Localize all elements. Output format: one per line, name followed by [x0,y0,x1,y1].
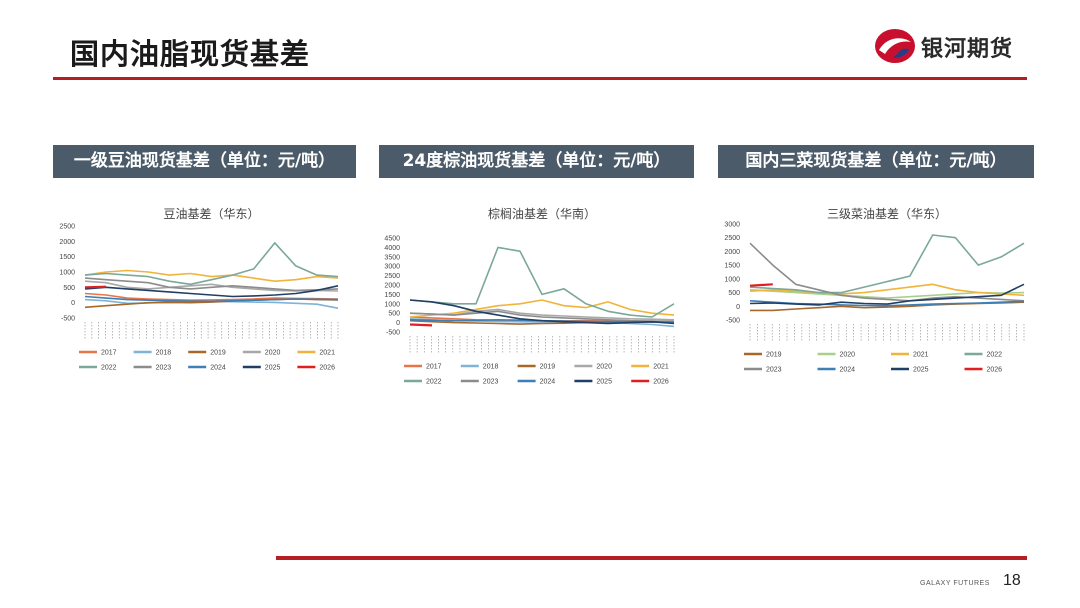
series-line-2021 [409,299,675,318]
legend-label: 2024 [840,367,856,374]
series-line-2021 [84,269,339,282]
series-line-2023 [409,310,675,323]
legend-label: 2024 [210,365,226,372]
page-number: 18 [1003,572,1021,589]
legend-label: 2018 [483,364,499,371]
chart-palm-oil-basis: 棕榈油基差（华南） -500 0 500 1000 1500 2000 2500 3000 350… [380,200,680,400]
chart-title: 豆油基差（华东） [163,207,259,221]
y-tick-label: 0 [736,304,740,311]
series-line-2026 [749,283,773,287]
legend-label: 2023 [156,365,172,372]
chart-svg: 豆油基差（华东） -500 0 500 1000 1500 2000 2500 2017 2018… [59,207,339,372]
legend-label: 2020 [265,350,281,357]
y-tick-label: 4000 [384,245,400,252]
legend-label: 2019 [540,364,556,371]
panel-header-soybean-oil: 一级豆油现货基差（单位：元/吨） [53,145,356,178]
footer-rule [276,556,1027,560]
legend-label: 2020 [596,364,612,371]
y-tick-label: -500 [726,318,740,325]
legend-label: 2021 [319,350,335,357]
galaxy-logo-icon [875,29,915,63]
series-line-2025 [409,299,675,325]
legend-label: 2017 [101,350,117,357]
legend-label: 2019 [766,352,782,359]
legend-label: 2025 [265,365,281,372]
y-tick-label: 1000 [384,301,400,308]
y-tick-label: 1000 [59,270,75,277]
legend-label: 2025 [913,367,929,374]
legend-label: 2022 [101,365,117,372]
legend-label: 2023 [766,367,782,374]
legend-label: 2021 [653,364,669,371]
y-tick-label: 1500 [724,263,740,270]
series-line-2023 [749,242,1025,302]
y-tick-label: 3000 [384,264,400,271]
legend-label: 2022 [987,352,1003,359]
y-tick-label: 1000 [724,276,740,283]
y-tick-label: 4500 [384,236,400,243]
y-tick-label: 500 [388,311,400,318]
legend-label: 2018 [156,350,172,357]
y-tick-label: 0 [396,320,400,327]
series-line-2025 [749,283,1025,306]
panel-header-palm-oil: 24度棕油现货基差（单位：元/吨） [379,145,694,178]
y-tick-label: 1500 [59,254,75,261]
legend-label: 2020 [840,352,856,359]
y-tick-label: 2500 [59,224,75,231]
y-tick-label: 2000 [724,249,740,256]
legend-label: 2022 [426,379,442,386]
y-tick-label: -500 [386,330,400,337]
y-tick-label: 3500 [384,254,400,261]
legend-label: 2026 [319,365,335,372]
legend-label: 2017 [426,364,442,371]
series-line-2022 [749,234,1025,294]
y-tick-label: 2500 [384,273,400,280]
chart-svg: 棕榈油基差（华南） -500 0 500 1000 1500 2000 2500 3000 350… [384,206,675,386]
footer-brand: GALAXY FUTURES [920,580,990,587]
series-line-2022 [84,242,339,286]
series-line-2026 [409,323,433,327]
legend-label: 2025 [596,379,612,386]
series-line-2026 [84,285,107,289]
y-tick-label: 500 [63,285,75,292]
brand-name: 银河期货 [921,37,1014,62]
legend-label: 2026 [653,379,669,386]
series-line-2025 [84,285,339,298]
y-tick-label: 2000 [59,239,75,246]
legend-label: 2024 [540,379,556,386]
header-rule [53,77,1027,80]
chart-title: 三级菜油基差（华东） [827,207,947,221]
y-tick-label: -500 [61,316,75,323]
chart-title: 棕榈油基差（华南） [488,206,596,221]
y-tick-label: 3000 [724,222,740,229]
y-tick-label: 0 [71,300,75,307]
chart-rapeseed-oil-basis: 三级菜油基差（华东） -500 0 500 1000 1500 2000 2500 3000 20… [718,200,1034,400]
series-line-2024 [84,295,339,303]
legend-label: 2019 [210,350,226,357]
legend-label: 2023 [483,379,499,386]
y-tick-label: 1500 [384,292,400,299]
series-line-2023 [84,277,339,292]
legend-label: 2021 [913,352,929,359]
y-tick-label: 500 [728,290,740,297]
y-tick-label: 2000 [384,283,400,290]
chart-svg: 三级菜油基差（华东） -500 0 500 1000 1500 2000 2500 3000 20… [724,207,1025,374]
series-line-2021 [749,283,1025,297]
chart-soybean-oil-basis: 豆油基差（华东） -500 0 500 1000 1500 2000 2500 2017 2018… [53,200,356,400]
page-title: 国内油脂现货基差 [70,37,311,71]
y-tick-label: 2500 [724,235,740,242]
panel-header-rapeseed-oil: 国内三菜现货基差（单位：元/吨） [718,145,1034,178]
legend-label: 2026 [987,367,1003,374]
series-line-2022 [409,246,675,318]
brand-logo: 银河期货 [873,26,1033,66]
